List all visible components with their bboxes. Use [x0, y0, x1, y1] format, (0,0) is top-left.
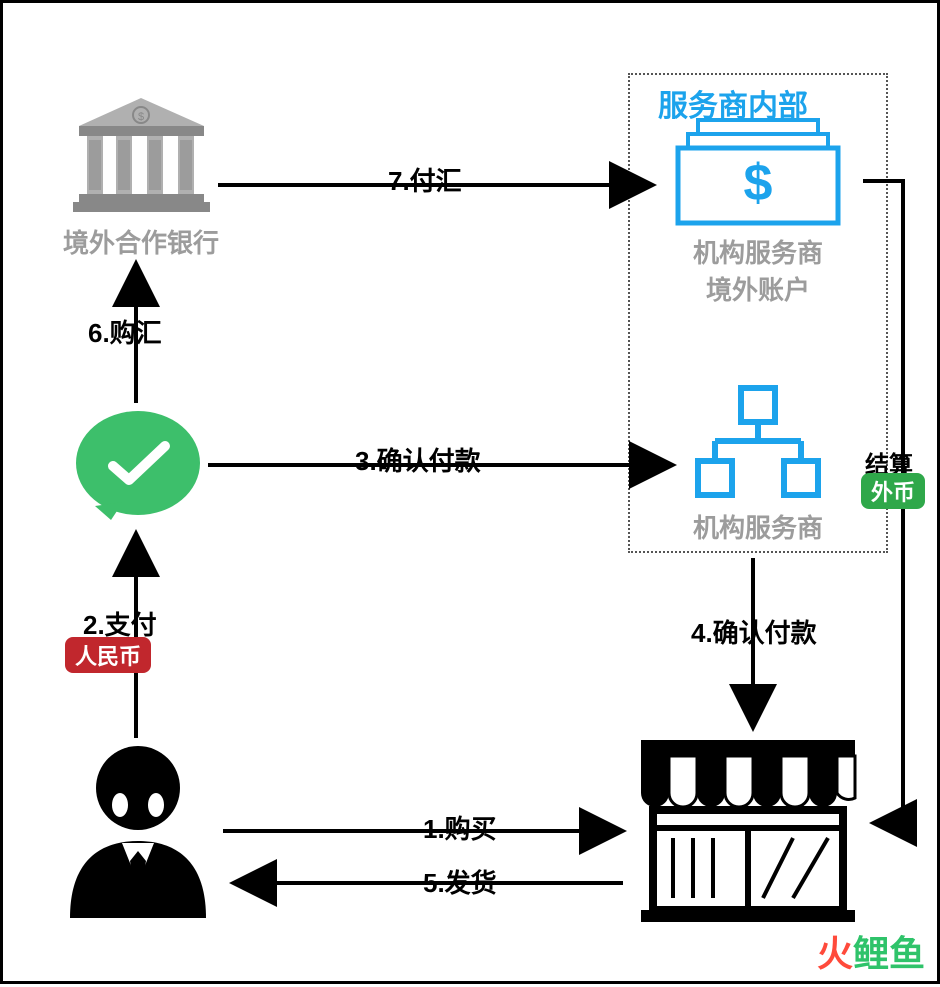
- edge-label-5: 5.发货: [423, 863, 497, 900]
- edge-label-6: 6.购汇: [88, 313, 162, 350]
- watermark-part2: 鲤鱼: [853, 933, 925, 974]
- edge-label-1: 1.购买: [423, 809, 497, 846]
- edge-label-3: 3.确认付款: [355, 441, 481, 478]
- badge-fx: 外币: [861, 473, 925, 509]
- edge-label-4: 4.确认付款: [691, 613, 817, 650]
- badge-rmb: 人民币: [65, 637, 151, 673]
- watermark: 火鲤鱼: [817, 925, 925, 977]
- edge-label-7: 7.付汇: [388, 161, 462, 198]
- diagram-canvas: 服务商内部 $ 境外合作银行 $ 机构服务商 境外账户: [0, 0, 940, 984]
- watermark-part1: 火: [817, 933, 853, 974]
